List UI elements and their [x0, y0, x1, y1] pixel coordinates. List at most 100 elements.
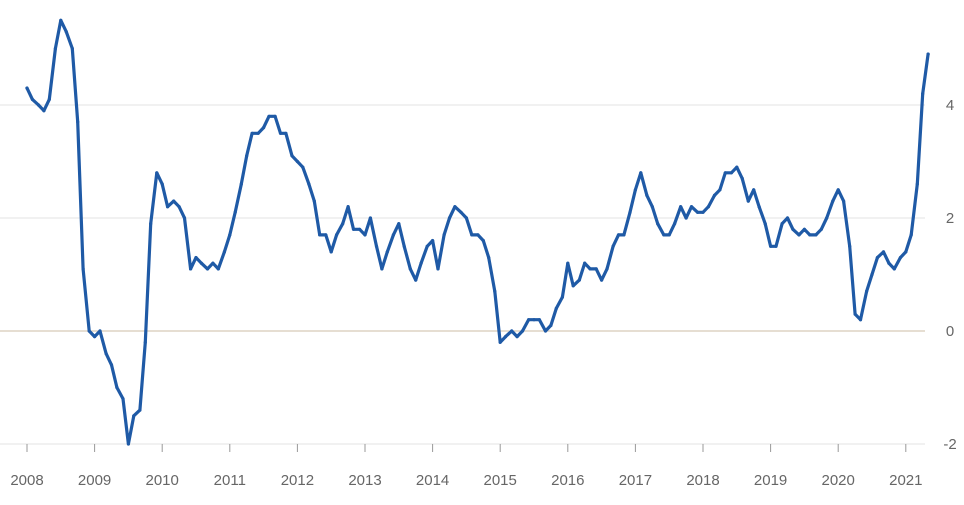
data-point: [250, 131, 254, 135]
data-point: [481, 239, 485, 243]
data-point: [36, 103, 41, 107]
data-point: [464, 216, 468, 220]
data-point: [126, 442, 130, 446]
data-point: [81, 267, 85, 271]
y-tick-label: 0: [946, 323, 954, 340]
data-point: [87, 329, 91, 333]
data-point: [172, 199, 176, 203]
data-point: [858, 318, 863, 322]
data-point: [267, 114, 271, 118]
data-point: [588, 267, 592, 271]
data-point: [312, 199, 316, 203]
data-point: [842, 199, 846, 203]
data-point: [436, 267, 440, 271]
data-point: [571, 284, 575, 288]
data-point: [752, 188, 756, 192]
data-point: [222, 250, 226, 254]
data-point: [504, 335, 508, 339]
data-point: [881, 250, 886, 254]
data-point: [245, 154, 249, 158]
data-point: [769, 244, 773, 248]
data-point: [735, 165, 739, 169]
data-point: [205, 267, 210, 271]
data-point: [233, 210, 237, 214]
data-point: [278, 131, 283, 135]
data-point: [554, 306, 558, 310]
data-point: [898, 256, 903, 260]
data-point: [431, 239, 435, 243]
data-point: [402, 244, 406, 248]
data-point: [684, 216, 688, 220]
data-point: [380, 267, 384, 271]
data-point: [520, 329, 525, 333]
data-point: [679, 205, 683, 209]
data-point: [476, 233, 480, 237]
data-point: [256, 131, 260, 135]
data-point: [639, 171, 643, 175]
data-point: [696, 210, 700, 214]
data-point: [30, 97, 34, 101]
data-point: [915, 182, 919, 186]
data-point: [926, 52, 930, 56]
data-point: [780, 222, 784, 226]
data-point: [121, 397, 125, 401]
data-point: [611, 244, 615, 248]
y-tick-label: -2: [943, 436, 956, 453]
y-axis-labels: -2 0 2 4: [943, 97, 956, 453]
data-point: [397, 222, 401, 226]
x-tick-label: 2012: [281, 472, 314, 489]
data-point: [892, 267, 896, 271]
data-point: [605, 267, 609, 271]
data-point: [577, 278, 581, 282]
data-point: [414, 278, 418, 282]
data-point: [149, 222, 153, 226]
data-point: [216, 267, 220, 271]
data-point: [93, 335, 97, 339]
data-point: [53, 46, 58, 51]
data-point: [177, 205, 181, 209]
x-tick-label: 2020: [822, 472, 855, 489]
data-point: [527, 318, 531, 322]
data-point: [774, 244, 778, 248]
series-line: [25, 18, 930, 446]
data-point: [712, 193, 717, 197]
data-point: [515, 335, 519, 339]
x-tick-label: 2009: [78, 472, 111, 489]
data-point: [628, 210, 632, 214]
data-point: [358, 227, 362, 231]
data-point: [228, 233, 232, 237]
data-point: [875, 256, 880, 260]
data-point: [442, 233, 446, 237]
data-point: [385, 250, 389, 254]
data-point: [662, 233, 666, 237]
data-point: [301, 165, 305, 169]
data-point: [560, 295, 565, 299]
data-point: [819, 227, 823, 231]
data-point: [549, 323, 553, 327]
data-point: [273, 114, 277, 118]
data-point: [70, 46, 74, 51]
data-point: [689, 205, 694, 209]
data-point: [182, 216, 187, 220]
data-point: [211, 261, 215, 265]
data-point: [199, 261, 203, 265]
data-point: [543, 329, 548, 333]
data-point: [419, 261, 423, 265]
data-point: [64, 30, 68, 34]
data-point: [622, 233, 626, 237]
data-point: [848, 244, 852, 248]
data-point: [115, 385, 119, 390]
data-point: [785, 216, 790, 220]
data-point: [718, 188, 722, 192]
data-point: [368, 216, 372, 220]
data-point: [921, 92, 925, 96]
data-point: [537, 318, 542, 322]
data-point: [498, 340, 502, 344]
data-point: [532, 318, 536, 322]
data-point: [425, 244, 429, 248]
data-point: [645, 193, 649, 197]
data-point: [791, 227, 795, 231]
data-point: [351, 227, 356, 231]
data-point: [887, 261, 891, 265]
data-point: [701, 210, 705, 214]
